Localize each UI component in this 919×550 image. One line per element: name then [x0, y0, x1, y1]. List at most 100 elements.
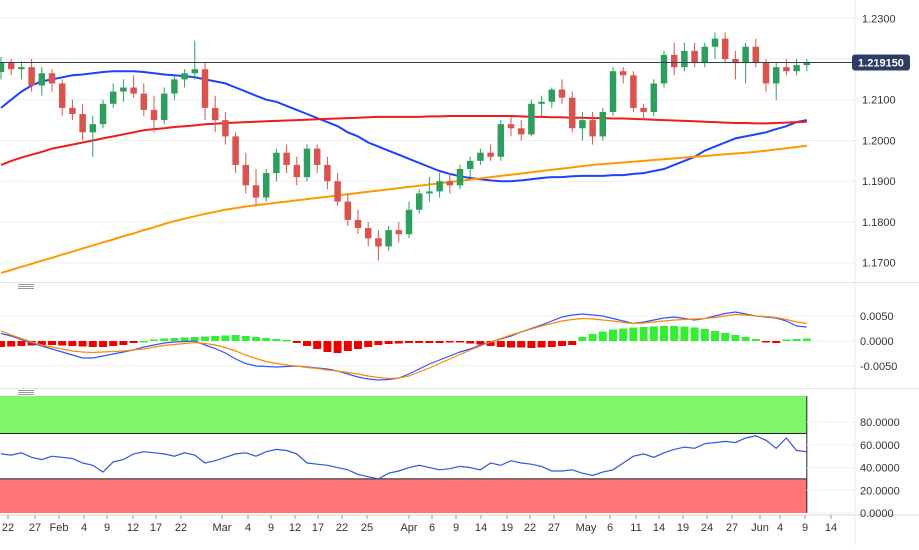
candle — [487, 144, 494, 161]
x-tick-label: 22 — [175, 522, 187, 534]
candle — [69, 99, 76, 121]
macd-histogram-bar — [129, 341, 138, 343]
x-tick-label: 4 — [245, 522, 251, 534]
x-tick-label: 27 — [726, 522, 738, 534]
rsi-overbought-zone — [0, 396, 807, 434]
price-tick-label: 1.2100 — [862, 95, 896, 107]
candle — [732, 50, 739, 80]
x-tick-label: 9 — [104, 522, 110, 534]
macd-histogram-bar — [282, 340, 291, 342]
macd-histogram-bar — [456, 341, 464, 343]
candle — [701, 42, 709, 68]
candle-body — [477, 152, 484, 161]
macd-histogram-bar — [558, 341, 566, 346]
candle-body — [344, 201, 352, 220]
candle — [364, 221, 372, 247]
x-tick-label: 17 — [150, 522, 162, 534]
candle-body — [732, 59, 739, 64]
x-tick-label: 6 — [429, 522, 435, 534]
candle — [599, 107, 607, 141]
candle — [630, 71, 637, 112]
candle — [742, 42, 749, 84]
candle — [273, 148, 280, 182]
candle-body — [375, 238, 382, 247]
macd-histogram-bar — [772, 341, 781, 343]
x-tick-label: 9 — [268, 522, 274, 534]
candle — [7, 59, 15, 76]
candle — [191, 40, 199, 80]
candle-body — [487, 152, 494, 157]
x-tick-label: Jun — [751, 522, 769, 534]
macd-histogram-bar — [405, 341, 413, 343]
x-tick-label: 14 — [825, 522, 837, 534]
macd-histogram-bar — [394, 341, 403, 344]
candle — [660, 50, 668, 88]
panel-divider — [0, 282, 919, 283]
candle-body — [211, 107, 219, 121]
price-tick-label: 1.1900 — [862, 176, 896, 188]
macd-histogram-bar — [119, 341, 128, 345]
candle — [79, 103, 86, 141]
macd-histogram-bar — [364, 341, 373, 347]
macd-histogram-bar — [466, 341, 475, 344]
candle-body — [701, 46, 709, 64]
candle — [538, 95, 545, 117]
candle-body — [589, 120, 596, 137]
macd-histogram-bar — [78, 341, 87, 347]
candle-body — [650, 83, 658, 112]
macd-histogram-bar — [711, 331, 719, 341]
panel-resize-handle — [18, 286, 34, 287]
macd-histogram-bar — [527, 341, 536, 348]
candle-body — [7, 63, 15, 70]
macd-histogram-bar — [262, 338, 271, 341]
candle — [344, 193, 352, 227]
x-tick-label: 22 — [524, 522, 536, 534]
price-tick-label: 1.2000 — [862, 135, 896, 147]
candle-body — [609, 71, 617, 112]
x-tick-label: 11 — [630, 522, 641, 534]
candle — [528, 99, 535, 137]
candle-body — [222, 120, 229, 137]
candle — [426, 177, 433, 202]
macd-histogram-bar — [792, 339, 801, 341]
macd-histogram-bar — [221, 335, 230, 341]
rsi-line — [0, 435, 807, 480]
candle — [415, 189, 423, 214]
candle-body — [38, 73, 46, 86]
candle — [120, 79, 127, 102]
macd-histogram-bar — [68, 341, 77, 346]
macd-histogram-bar — [476, 341, 485, 345]
candle-body — [507, 124, 515, 129]
candle-body — [313, 148, 321, 165]
candle-body — [334, 181, 341, 202]
candle-body — [395, 230, 403, 235]
candle-body — [364, 228, 372, 239]
macd-histogram-bar — [109, 341, 118, 346]
candle — [548, 87, 556, 108]
candle — [579, 111, 586, 141]
candle — [313, 144, 321, 174]
x-tick-label: 14 — [653, 522, 665, 534]
candle-body — [517, 128, 525, 135]
candle-body — [252, 185, 260, 198]
price-tick-label: 1.1700 — [862, 258, 896, 270]
macd-histogram-bar — [241, 336, 250, 341]
candle — [375, 230, 382, 261]
candle-body — [283, 152, 290, 165]
current-price-label: 1.219150 — [858, 57, 904, 69]
macd-histogram-bar — [690, 327, 699, 341]
candle — [18, 61, 25, 80]
candle — [783, 59, 790, 76]
macd-histogram-bar — [323, 341, 332, 352]
candle — [681, 42, 688, 72]
candle — [405, 201, 413, 239]
candle — [497, 120, 505, 161]
candle-body — [262, 173, 270, 198]
macd-histogram-bar — [629, 327, 638, 341]
macd-histogram-bar — [537, 341, 546, 348]
candle-body — [742, 46, 749, 64]
candle-body — [803, 62, 811, 66]
x-tick-label: 9 — [453, 522, 459, 534]
candle-body — [640, 107, 647, 112]
candle — [324, 156, 331, 190]
